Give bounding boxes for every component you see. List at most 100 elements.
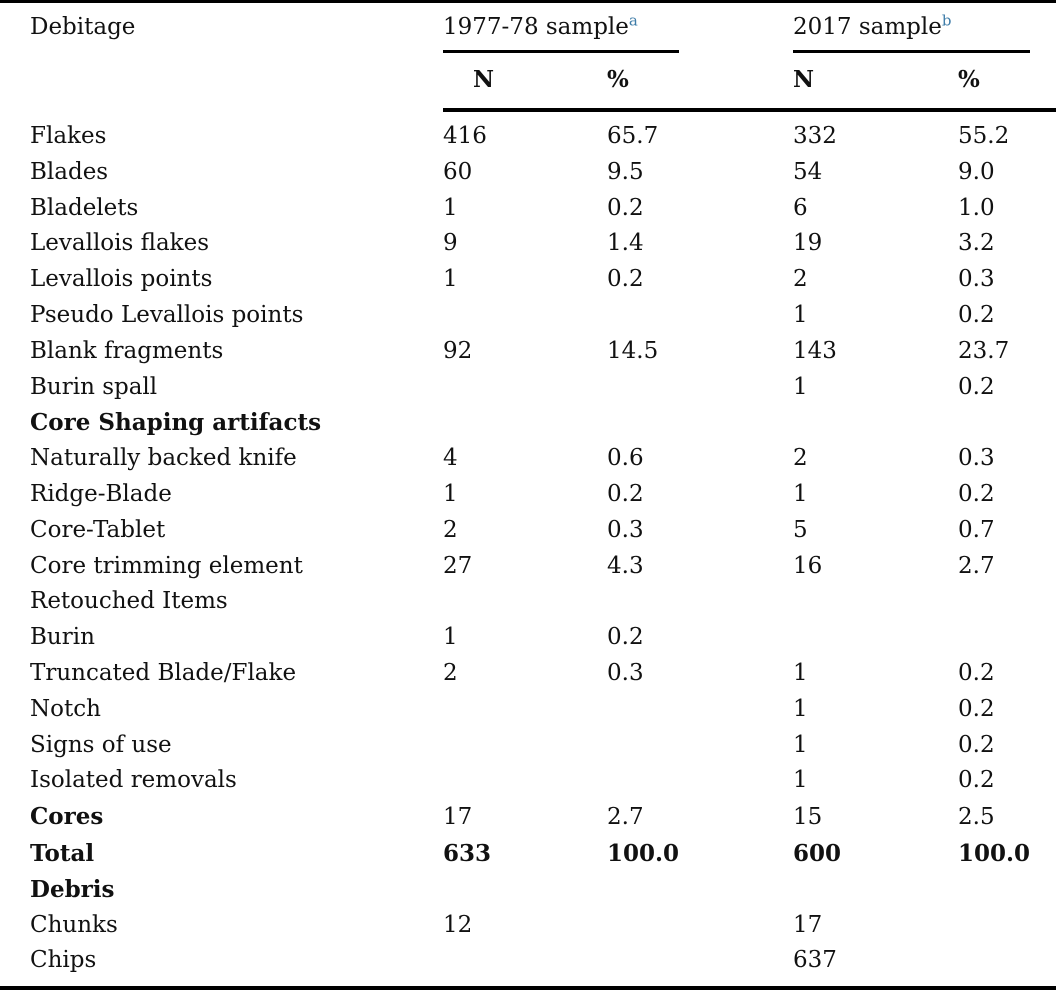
table-row: Burin spall 1 0.2	[0, 370, 1056, 406]
cell-n-2017: 143	[793, 337, 837, 364]
cell-pct-1977: 9.5	[607, 158, 644, 185]
cell-n-2017: 1	[793, 731, 808, 758]
cell-pct-2017	[958, 908, 1056, 944]
cell-n-2017: 16	[793, 552, 823, 579]
cell-n-1977: 2	[443, 659, 458, 686]
footnote-marker-a[interactable]: a	[628, 11, 638, 30]
group-header-rule: 2017 sampleb	[793, 11, 1030, 53]
cell-pct-1977: 0.2	[607, 194, 644, 221]
cell-n-1977: 27	[443, 552, 473, 579]
cell-pct-1977	[607, 763, 793, 799]
cell-n-2017: 54	[793, 158, 823, 185]
subheader-n-1977: N	[443, 53, 607, 112]
cell-n-2017: 1	[793, 301, 808, 328]
table-row: Truncated Blade/Flake 2 0.3 1 0.2	[0, 656, 1056, 692]
table-row: Flakes 416 65.7 332 55.2	[0, 110, 1056, 155]
table-row: Levallois flakes 9 1.4 19 3.2	[0, 226, 1056, 262]
row-label: Retouched Items	[30, 588, 228, 615]
group-header-2017-sample: 2017 sampleb	[793, 2, 1056, 53]
cell-pct-1977: 0.2	[607, 480, 644, 507]
cell-pct-2017: 9.0	[958, 158, 995, 185]
row-label: Blank fragments	[30, 337, 224, 364]
cell-pct-2017: 0.2	[958, 480, 995, 507]
cell-pct-1977: 14.5	[607, 337, 659, 364]
cell-pct-2017: 0.2	[958, 731, 995, 758]
cell-n-2017: 17	[793, 911, 823, 938]
row-label: Flakes	[30, 123, 107, 149]
row-label: Chunks	[30, 911, 118, 938]
cell-n-1977: 92	[443, 337, 473, 364]
table-row: Ridge-Blade 1 0.2 1 0.2	[0, 477, 1056, 513]
cell-pct-1977: 0.3	[607, 659, 644, 686]
cell-n-1977	[443, 584, 607, 620]
cell-n-1977: 1	[443, 266, 458, 293]
cell-n-1977	[443, 298, 607, 334]
cell-pct-2017: 0.2	[958, 301, 995, 328]
cell-pct-2017: 3.2	[958, 230, 995, 257]
row-label: Core Shaping artifacts	[30, 409, 322, 437]
cell-n-2017: 1	[793, 767, 808, 794]
table-row: Notch 1 0.2	[0, 692, 1056, 728]
cell-n-2017: 19	[793, 230, 823, 257]
table-row: Debris	[0, 872, 1056, 908]
footnote-marker-b[interactable]: b	[941, 11, 952, 30]
cell-pct-2017: 2.7	[958, 552, 995, 579]
subheader-pct-2017: %	[958, 53, 1056, 112]
cell-n-1977: 9	[443, 230, 458, 257]
cell-n-2017: 15	[793, 804, 823, 831]
cell-pct-2017: 0.7	[958, 516, 995, 543]
subheader-n-2017: N	[793, 53, 958, 112]
row-label: Notch	[30, 695, 101, 722]
row-label: Ridge-Blade	[30, 480, 172, 507]
cell-pct-1977: 0.3	[607, 516, 644, 543]
group-header-1977-78-label: 1977-78 sample	[443, 14, 629, 40]
cell-n-2017	[793, 872, 958, 908]
cell-pct-2017: 0.2	[958, 767, 995, 794]
cell-n-1977: 1	[443, 194, 458, 221]
table-row: Isolated removals 1 0.2	[0, 763, 1056, 799]
group-header-1977-78-sample: 1977-78 samplea	[443, 2, 793, 53]
row-label: Naturally backed knife	[30, 445, 297, 472]
cell-n-2017: 2	[793, 445, 808, 472]
cell-pct-1977: 2.7	[607, 804, 644, 831]
cell-n-2017	[793, 620, 958, 656]
cell-n-2017: 6	[793, 194, 808, 221]
cell-pct-2017: 0.2	[958, 695, 995, 722]
cell-n-1977	[443, 370, 607, 406]
cell-pct-2017: 1.0	[958, 194, 995, 221]
row-label: Pseudo Levallois points	[30, 301, 304, 328]
cell-n-1977	[443, 692, 607, 728]
cell-pct-2017	[958, 872, 1056, 908]
cell-pct-2017: 2.5	[958, 804, 995, 831]
table-row: Blades 60 9.5 54 9.0	[0, 155, 1056, 191]
row-label: Isolated removals	[30, 767, 237, 794]
cell-n-1977	[443, 728, 607, 764]
cell-n-2017: 1	[793, 695, 808, 722]
cell-n-2017: 2	[793, 266, 808, 293]
table-row: Burin 1 0.2	[0, 620, 1056, 656]
cell-n-2017	[793, 584, 958, 620]
row-label: Truncated Blade/Flake	[30, 659, 297, 686]
cell-pct-2017	[958, 405, 1056, 441]
cell-n-1977	[443, 872, 607, 908]
subheader-row: N % N %	[0, 53, 1056, 112]
cell-pct-1977	[607, 908, 793, 944]
cell-pct-1977: 0.6	[607, 445, 644, 472]
table-row: Chips 637	[0, 943, 1056, 988]
cell-n-1977: 12	[443, 911, 473, 938]
row-label: Levallois points	[30, 266, 213, 293]
table-row: Retouched Items	[0, 584, 1056, 620]
cell-pct-2017: 0.2	[958, 659, 995, 686]
cell-n-2017: 637	[793, 947, 837, 974]
cell-n-1977	[443, 405, 607, 441]
cell-pct-1977: 65.7	[607, 123, 659, 149]
row-label: Levallois flakes	[30, 230, 210, 257]
cell-pct-1977: 4.3	[607, 552, 644, 579]
row-label: Core trimming element	[30, 552, 303, 579]
subheader-pct-1977: %	[607, 53, 793, 112]
cell-n-1977: 60	[443, 158, 473, 185]
cell-n-1977	[443, 943, 607, 988]
cell-n-2017: 332	[793, 123, 837, 149]
cell-n-2017: 1	[793, 659, 808, 686]
